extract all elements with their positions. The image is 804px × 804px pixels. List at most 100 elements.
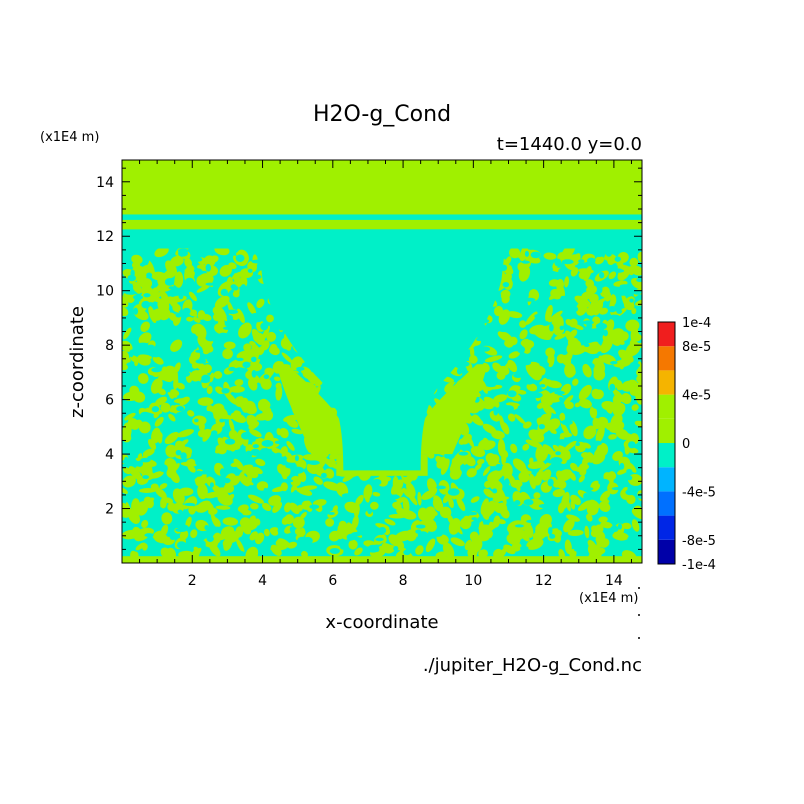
noise-blotch: [495, 471, 504, 480]
noise-blotch: [554, 258, 562, 267]
chart-title: H2O-g_Cond: [313, 102, 451, 127]
noise-blotch: [584, 341, 599, 353]
noise-blotch: [290, 475, 302, 487]
noise-blotch: [188, 291, 197, 302]
noise-blotch: [204, 524, 209, 531]
noise-blotch: [273, 376, 281, 382]
noise-blotch: [552, 479, 563, 488]
noise-blotch: [415, 545, 424, 555]
noise-blotch: [558, 267, 569, 275]
noise-blotch: [161, 512, 173, 525]
noise-blotch: [451, 520, 463, 535]
noise-blotch: [212, 403, 225, 415]
noise-blotch: [513, 372, 524, 378]
noise-blotch: [492, 362, 503, 373]
noise-blotch: [396, 507, 406, 516]
colorbar-level: [658, 491, 675, 516]
noise-blotch: [347, 522, 358, 534]
noise-blotch: [224, 438, 236, 445]
noise-blotch: [206, 355, 214, 363]
noise-blotch: [497, 330, 513, 342]
noise-blotch: [222, 517, 239, 526]
noise-blotch: [192, 394, 198, 402]
noise-blotch: [440, 458, 450, 475]
noise-blotch: [523, 499, 534, 506]
noise-blotch: [405, 482, 416, 498]
noise-blotch: [581, 452, 591, 459]
noise-blotch: [251, 435, 256, 442]
noise-blotch: [263, 487, 268, 496]
noise-blotch: [592, 440, 602, 446]
noise-blotch: [517, 345, 526, 354]
noise-blotch: [246, 414, 257, 427]
noise-blotch: [286, 515, 294, 522]
noise-blotch: [617, 523, 623, 530]
noise-blotch: [142, 543, 148, 551]
noise-blotch: [142, 475, 150, 480]
noise-blotch: [514, 414, 526, 425]
noise-blotch: [255, 458, 266, 466]
noise-blotch: [593, 299, 604, 316]
noise-blotch: [589, 406, 598, 419]
noise-blotch: [236, 308, 245, 324]
noise-blotch: [375, 537, 384, 542]
noise-blotch: [325, 518, 335, 527]
noise-blotch: [187, 410, 195, 417]
noise-blotch: [627, 536, 635, 541]
noise-blotch: [122, 507, 131, 518]
noise-blotch: [150, 471, 164, 479]
noise-blotch: [230, 462, 241, 467]
noise-blotch: [193, 505, 202, 512]
noise-blotch: [180, 285, 192, 293]
noise-blotch: [392, 501, 402, 510]
y-tick-label: 6: [105, 393, 114, 409]
noise-blotch: [456, 497, 466, 511]
noise-blotch: [426, 478, 438, 494]
noise-blotch: [176, 541, 187, 549]
noise-blotch: [592, 401, 601, 409]
noise-blotch: [164, 278, 175, 286]
noise-blotch: [629, 298, 634, 303]
noise-blotch: [587, 539, 597, 550]
noise-blotch: [591, 452, 606, 465]
noise-blotch: [637, 361, 642, 371]
noise-blotch: [151, 367, 162, 373]
noise-blotch: [534, 314, 541, 319]
noise-blotch: [597, 285, 603, 294]
noise-blotch: [571, 253, 579, 263]
noise-blotch: [184, 277, 195, 286]
x-tick-label: 8: [399, 573, 408, 589]
noise-blotch: [572, 324, 584, 331]
noise-blotch: [241, 520, 258, 531]
noise-blotch: [152, 287, 160, 294]
noise-blotch: [374, 546, 380, 552]
colorbar: 1e-4 8e-5 4e-5 0 -4e-5 -8e-5 -1e-4: [657, 316, 716, 573]
noise-blotch: [138, 332, 152, 345]
top-layer: [122, 160, 642, 215]
noise-blotch: [449, 468, 462, 480]
noise-blotch: [240, 284, 247, 292]
noise-blotch: [329, 452, 339, 460]
noise-blotch: [389, 494, 400, 500]
noise-blotch: [211, 430, 218, 436]
noise-blotch: [237, 475, 254, 486]
noise-blotch: [206, 405, 215, 413]
x-axis: 2 4 6 8 10 12 14: [139, 160, 632, 589]
noise-blotch: [275, 382, 282, 389]
noise-blotch: [220, 288, 228, 296]
noise-blotch: [425, 538, 436, 553]
noise-blotch: [519, 546, 529, 550]
noise-blotch: [160, 524, 169, 537]
noise-blotch: [160, 497, 167, 509]
noise-blotch: [268, 495, 282, 506]
noise-blotch: [513, 500, 521, 506]
noise-blotch: [612, 402, 626, 417]
noise-blotch: [205, 282, 216, 286]
noise-blotch: [593, 365, 602, 376]
noise-blotch: [569, 368, 576, 376]
noise-blotch: [570, 500, 576, 510]
noise-blotch: [433, 531, 443, 537]
noise-blotch: [237, 504, 249, 513]
noise-blotch: [251, 259, 263, 264]
noise-blotch: [576, 524, 584, 529]
